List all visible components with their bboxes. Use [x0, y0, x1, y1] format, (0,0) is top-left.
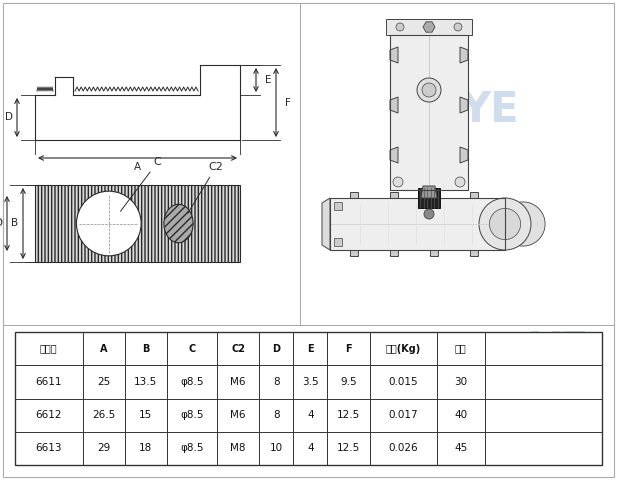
- Bar: [334, 238, 342, 246]
- Text: C: C: [188, 344, 196, 354]
- Text: A: A: [134, 162, 141, 172]
- Text: C: C: [120, 157, 162, 211]
- Text: 8: 8: [273, 377, 280, 387]
- Polygon shape: [470, 192, 478, 198]
- Text: 18: 18: [139, 444, 152, 454]
- Polygon shape: [470, 250, 478, 256]
- Text: φ8.5: φ8.5: [180, 377, 204, 387]
- Text: D: D: [272, 344, 280, 354]
- Circle shape: [424, 209, 434, 219]
- Text: D: D: [5, 112, 13, 122]
- Text: 3.5: 3.5: [302, 377, 318, 387]
- Bar: [15, 332, 602, 465]
- Text: 30: 30: [454, 377, 468, 387]
- Text: M6: M6: [230, 410, 246, 420]
- Text: M8: M8: [230, 444, 246, 454]
- Circle shape: [396, 23, 404, 31]
- Polygon shape: [330, 198, 505, 250]
- Circle shape: [479, 198, 531, 250]
- Text: 重量(Kg): 重量(Kg): [386, 344, 421, 354]
- Polygon shape: [390, 97, 398, 113]
- Text: E: E: [265, 75, 271, 85]
- Polygon shape: [421, 186, 437, 198]
- Circle shape: [501, 202, 545, 246]
- Text: F: F: [345, 344, 352, 354]
- Polygon shape: [350, 250, 358, 256]
- Polygon shape: [390, 192, 398, 198]
- Text: B: B: [12, 218, 19, 228]
- Text: M6: M6: [230, 377, 246, 387]
- Text: C2: C2: [188, 162, 223, 213]
- Text: 12.5: 12.5: [337, 444, 360, 454]
- Bar: [330, 198, 505, 250]
- Polygon shape: [430, 192, 438, 198]
- Circle shape: [454, 23, 462, 31]
- Polygon shape: [460, 147, 468, 163]
- Text: 29: 29: [97, 444, 110, 454]
- Text: 6611: 6611: [36, 377, 62, 387]
- Polygon shape: [418, 188, 440, 208]
- Bar: [390, 35, 468, 190]
- Text: 型号: 型号: [455, 344, 466, 354]
- Text: 40: 40: [454, 410, 468, 420]
- Polygon shape: [430, 250, 438, 256]
- Text: YE: YE: [71, 199, 130, 241]
- Circle shape: [422, 83, 436, 97]
- Text: 10: 10: [270, 444, 283, 454]
- Text: E: E: [307, 344, 313, 354]
- Text: 45: 45: [454, 444, 468, 454]
- Text: 0.017: 0.017: [389, 410, 418, 420]
- Text: 12.5: 12.5: [337, 410, 360, 420]
- Polygon shape: [390, 35, 468, 190]
- Text: φ8.5: φ8.5: [180, 410, 204, 420]
- Text: 0.015: 0.015: [389, 377, 418, 387]
- Text: 13.5: 13.5: [135, 377, 157, 387]
- Circle shape: [393, 177, 403, 187]
- Polygon shape: [390, 147, 398, 163]
- Bar: [334, 202, 342, 210]
- Polygon shape: [386, 19, 472, 35]
- Polygon shape: [390, 250, 398, 256]
- Circle shape: [455, 177, 465, 187]
- Text: 25: 25: [97, 377, 110, 387]
- Text: φ8.5: φ8.5: [180, 444, 204, 454]
- Text: A: A: [100, 344, 107, 354]
- Circle shape: [489, 208, 521, 240]
- Text: 8: 8: [273, 410, 280, 420]
- Text: 26.5: 26.5: [92, 410, 115, 420]
- Text: C2: C2: [231, 344, 245, 354]
- Text: F: F: [285, 97, 291, 108]
- Polygon shape: [390, 47, 398, 63]
- Circle shape: [417, 78, 441, 102]
- Text: D: D: [0, 218, 3, 228]
- Polygon shape: [322, 198, 330, 250]
- Circle shape: [77, 191, 141, 256]
- Text: 订货号: 订货号: [40, 344, 57, 354]
- Text: YE: YE: [461, 89, 520, 131]
- Text: 4: 4: [307, 444, 313, 454]
- Text: 4: 4: [307, 410, 313, 420]
- Circle shape: [425, 23, 433, 31]
- Ellipse shape: [164, 204, 193, 243]
- Text: 15: 15: [139, 410, 152, 420]
- Polygon shape: [460, 47, 468, 63]
- Polygon shape: [350, 192, 358, 198]
- Polygon shape: [460, 97, 468, 113]
- Text: 6613: 6613: [36, 444, 62, 454]
- Text: 0.026: 0.026: [389, 444, 418, 454]
- Text: YE: YE: [531, 329, 589, 371]
- Polygon shape: [423, 22, 435, 32]
- Bar: [35, 185, 240, 262]
- Text: B: B: [142, 344, 149, 354]
- Text: 6612: 6612: [36, 410, 62, 420]
- Text: 9.5: 9.5: [340, 377, 357, 387]
